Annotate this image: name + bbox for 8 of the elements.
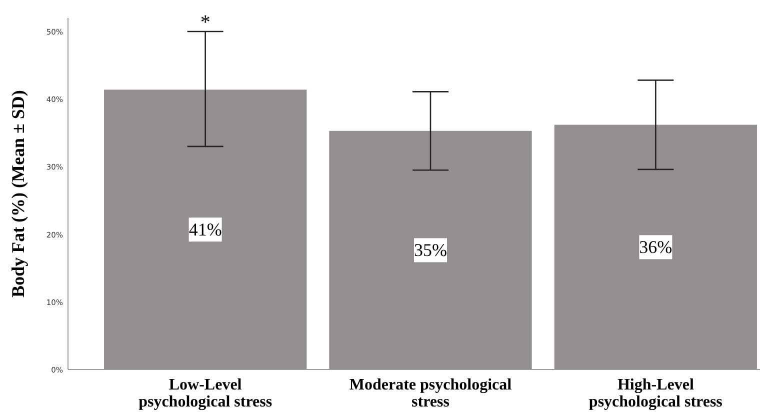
x-tick-label: Moderate psychological stress — [349, 376, 512, 410]
data-label: 41% — [188, 220, 222, 240]
annotation: * — [200, 12, 210, 34]
data-label: 35% — [414, 240, 447, 260]
y-axis-title: Body Fat (%) (Mean ± SD) — [8, 90, 28, 298]
x-tick-label: Low-Level psychological stress — [138, 376, 272, 410]
x-tick-label: High-Level psychological stress — [588, 376, 722, 410]
data-label: 36% — [639, 237, 672, 258]
